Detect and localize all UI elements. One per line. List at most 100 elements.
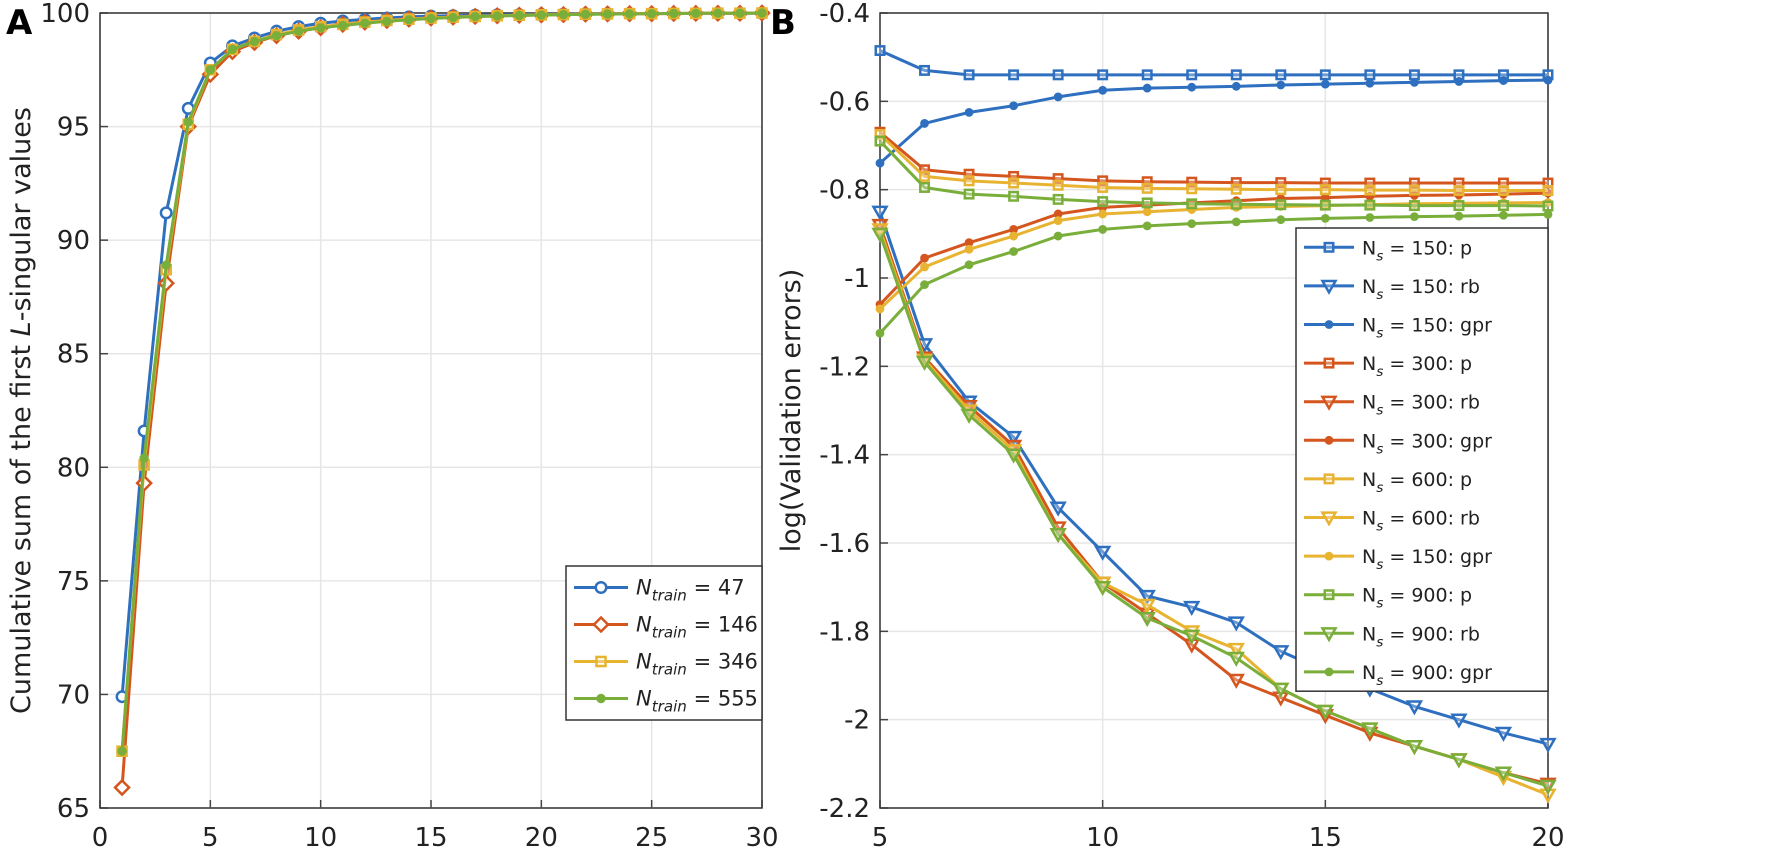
marker-square	[1230, 183, 1242, 195]
marker-square	[1453, 185, 1465, 197]
legend-label: Ntrain = 146	[636, 613, 758, 642]
marker-triangle-down	[1227, 642, 1245, 659]
marker-square	[595, 655, 607, 668]
marker-dot	[139, 453, 149, 463]
marker-triangle-down	[1183, 629, 1201, 645]
marker-square	[1097, 181, 1109, 193]
marker-square	[1052, 193, 1064, 205]
y-axis-label: Cumulative sum of the first L-singular v…	[6, 107, 37, 714]
marker-square	[1453, 200, 1465, 212]
chart-a: 0 5 10 15 20 25 30 65 70 75 80 85 90 95 100 LCumulative…	[6, 0, 779, 853]
marker-triangle-down	[1138, 598, 1156, 614]
marker-square	[1323, 589, 1335, 601]
marker-square	[1275, 199, 1287, 211]
marker-triangle-down	[1320, 279, 1338, 295]
marker-dot	[426, 13, 436, 24]
marker-dot	[1098, 85, 1108, 95]
legend-symbol: N	[1362, 469, 1376, 491]
marker-dot	[271, 31, 282, 41]
y-tick-label: -1.6	[819, 529, 870, 559]
legend-subscript: train	[652, 661, 687, 679]
marker-dot	[920, 253, 929, 263]
y-tick-label: -0.4	[819, 0, 870, 29]
legend-suffix: = 150: p	[1383, 237, 1472, 259]
marker-square	[1408, 200, 1420, 212]
legend-subscript: s	[1376, 673, 1383, 689]
marker-square	[1230, 177, 1242, 189]
legend-subscript: train	[652, 587, 687, 605]
marker-dot	[1053, 231, 1063, 241]
legend-suffix: = 150: gpr	[1383, 546, 1492, 568]
marker-triangle-down	[1405, 700, 1424, 716]
marker-dot	[920, 119, 929, 128]
legend-entry: Ntrain = 555	[574, 687, 758, 716]
y-axis-label: log(Validation errors)	[776, 269, 807, 553]
marker-dot	[964, 260, 974, 270]
marker-dot	[536, 10, 547, 20]
y-tick-label: -1.4	[819, 441, 870, 471]
marker-triangle-down	[1227, 673, 1245, 689]
marker-dot	[492, 11, 502, 21]
legend-entry: Ns = 600: rb	[1304, 508, 1480, 535]
marker-dot	[1410, 212, 1419, 222]
panel-label: B	[770, 3, 796, 43]
marker-dot	[669, 8, 679, 19]
marker-dot	[227, 44, 238, 55]
marker-square	[1364, 184, 1376, 196]
marker-dot	[1276, 215, 1286, 225]
legend-subscript: s	[1376, 596, 1383, 612]
marker-square	[1319, 199, 1331, 211]
marker-dot	[1142, 221, 1152, 231]
marker-dot	[1543, 75, 1553, 85]
marker-dot	[1454, 77, 1464, 86]
marker-dot	[964, 107, 974, 117]
legend-suffix: = 300: gpr	[1383, 430, 1492, 452]
marker-triangle-down	[1316, 704, 1334, 720]
marker-dot	[1324, 435, 1334, 445]
marker-dot	[1187, 219, 1197, 229]
series-n-s-300-p	[874, 126, 1554, 189]
legend-suffix: = 300: p	[1383, 353, 1472, 375]
legend-suffix: = 555	[687, 687, 758, 711]
marker-triangle-down	[1138, 589, 1156, 606]
y-tick-label: -0.8	[819, 176, 870, 206]
marker-square	[1186, 198, 1198, 210]
marker-square	[1008, 177, 1020, 189]
y-tick-label: -1.2	[819, 352, 870, 382]
legend-subscript: s	[1376, 441, 1383, 457]
marker-dot	[1320, 213, 1330, 223]
marker-dot	[1320, 79, 1330, 89]
legend-symbol: N	[1362, 276, 1376, 298]
legend-suffix: = 600: rb	[1383, 508, 1480, 530]
marker-triangle-down	[871, 223, 889, 239]
y-tick-label: -1.8	[819, 617, 870, 647]
marker-square	[1408, 69, 1420, 81]
x-tick-label: 0	[92, 823, 109, 849]
marker-dot	[1324, 320, 1334, 329]
marker-triangle-down	[1494, 726, 1513, 742]
x-tick-label: 10	[304, 823, 337, 849]
legend-suffix: = 150: rb	[1383, 276, 1480, 298]
marker-dot	[1543, 210, 1553, 219]
marker-dot	[448, 12, 458, 23]
legend-subscript: train	[652, 624, 687, 642]
series-line	[879, 78, 1549, 165]
marker-dot	[1053, 92, 1063, 102]
marker-triangle-down	[915, 355, 934, 371]
marker-triangle-down	[1138, 611, 1156, 628]
marker-triangle-down	[960, 408, 978, 424]
legend-subscript: s	[1376, 634, 1383, 650]
marker-dot	[1231, 81, 1241, 91]
legend-suffix: = 346	[687, 650, 758, 674]
y-tick-label: -0.6	[819, 87, 870, 117]
legend-entry: Ns = 600: p	[1304, 469, 1472, 496]
marker-square	[963, 168, 975, 180]
marker-square	[1323, 241, 1335, 253]
marker-square	[963, 69, 975, 81]
marker-square	[1275, 69, 1287, 81]
y-tick-label: 80	[57, 453, 90, 483]
marker-triangle-down	[1004, 430, 1023, 447]
marker-triangle-down	[1320, 395, 1338, 411]
y-axis-label-part: -singular values	[6, 107, 37, 321]
marker-square	[1408, 184, 1420, 196]
